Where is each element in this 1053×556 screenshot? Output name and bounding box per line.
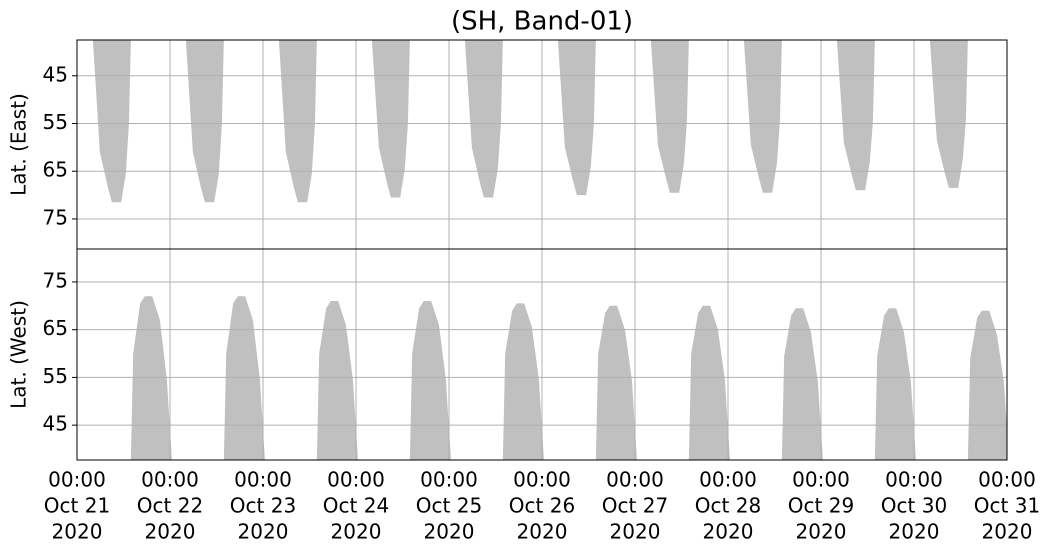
x-tick-label: 00:00: [978, 468, 1036, 492]
x-tick-label: 00:00: [792, 468, 850, 492]
x-tick-label: 2020: [145, 520, 196, 544]
coverage-region: [464, 40, 503, 198]
x-tick-label: Oct 25: [416, 494, 482, 518]
x-tick-label: Oct 31: [974, 494, 1040, 518]
x-tick-label: 2020: [238, 520, 289, 544]
x-tick-label: Oct 27: [602, 494, 668, 518]
x-tick-label: Oct 29: [788, 494, 854, 518]
coverage-region: [836, 40, 875, 191]
y-axis-label: Lat. (West): [7, 300, 31, 409]
x-tick-label: 00:00: [606, 468, 664, 492]
x-tick-label: 00:00: [699, 468, 757, 492]
x-tick-label: 2020: [52, 520, 103, 544]
x-tick-label: Oct 30: [881, 494, 947, 518]
y-tick-label: 75: [43, 268, 68, 292]
chart-title: (SH, Band-01): [451, 7, 633, 37]
x-tick-label: Oct 21: [44, 494, 110, 518]
plot-area: [92, 40, 968, 203]
x-tick-label: Oct 22: [137, 494, 203, 518]
x-tick-label: 00:00: [234, 468, 292, 492]
x-tick-label: 00:00: [885, 468, 943, 492]
x-tick-label: 00:00: [327, 468, 385, 492]
y-tick-label: 45: [43, 412, 68, 436]
coverage-region: [688, 305, 730, 460]
coverage-region: [929, 40, 968, 188]
coverage-region: [278, 40, 317, 203]
coverage-region: [409, 301, 451, 460]
x-tick-label: 2020: [796, 520, 847, 544]
coverage-region: [874, 308, 916, 460]
x-tick-label: Oct 24: [323, 494, 389, 518]
x-tick-label: 00:00: [48, 468, 106, 492]
x-tick-label: 2020: [703, 520, 754, 544]
coverage-region: [316, 301, 358, 460]
x-tick-label: Oct 23: [230, 494, 296, 518]
plot-area: [130, 296, 1007, 460]
coverage-region: [185, 40, 224, 203]
x-tick-label: 00:00: [141, 468, 199, 492]
coverage-region: [223, 296, 265, 460]
x-tick-label: 2020: [889, 520, 940, 544]
coverage-region: [743, 40, 782, 193]
x-tick-label: 2020: [517, 520, 568, 544]
x-tick-label: Oct 26: [509, 494, 575, 518]
x-tick-label: 2020: [331, 520, 382, 544]
coverage-region: [371, 40, 410, 198]
y-tick-label: 55: [43, 110, 68, 134]
y-tick-label: 55: [43, 364, 68, 388]
y-tick-label: 65: [43, 316, 68, 340]
x-tick-label: 00:00: [513, 468, 571, 492]
panel-frame: [76, 248, 1008, 461]
coverage-region: [595, 305, 637, 460]
x-tick-label: 2020: [982, 520, 1033, 544]
y-tick-label: 65: [43, 158, 68, 182]
coverage-region: [557, 40, 596, 196]
y-axis-label: Lat. (East): [7, 93, 31, 196]
x-tick-label: 00:00: [420, 468, 478, 492]
coverage-region: [781, 308, 823, 460]
coverage-region: [967, 310, 1007, 460]
coverage-region: [502, 303, 544, 460]
y-tick-label: 45: [43, 62, 68, 86]
y-tick-label: 75: [43, 205, 68, 229]
x-tick-label: 2020: [610, 520, 661, 544]
x-tick-label: Oct 28: [695, 494, 761, 518]
coverage-region: [130, 296, 172, 460]
coverage-region: [92, 40, 131, 203]
x-tick-label: 2020: [424, 520, 475, 544]
coverage-region: [650, 40, 689, 193]
